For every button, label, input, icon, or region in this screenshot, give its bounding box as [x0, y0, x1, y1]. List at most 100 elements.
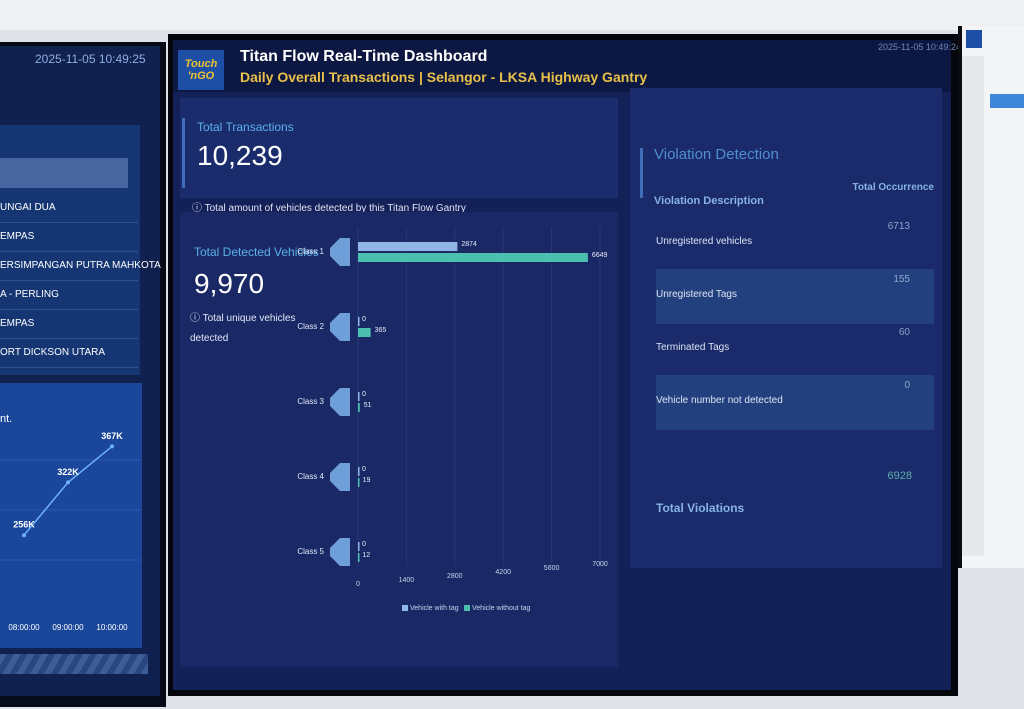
- point: [22, 533, 26, 538]
- bar: [358, 542, 360, 551]
- sidebar: [962, 56, 984, 556]
- x-tick-label: 4200: [495, 569, 511, 576]
- bar: [358, 553, 360, 562]
- category-label: Class 2: [297, 322, 324, 331]
- funnel-icon: [330, 238, 350, 266]
- funnel-icon: [330, 538, 350, 566]
- funnel-icon: [330, 388, 350, 416]
- x-tick-label: 09:00:00: [52, 623, 84, 632]
- data-label: 0: [362, 316, 366, 323]
- separator: [0, 251, 138, 252]
- data-label: 19: [363, 477, 371, 484]
- bar: [358, 403, 360, 412]
- location-item: UNGAI DUA: [0, 202, 56, 213]
- location-panel: UNGAI DUA EMPAS ERSIMPANGAN PUTRA MAHKOTA A…: [0, 125, 161, 375]
- separator: [0, 367, 138, 368]
- row-label: Unregistered vehicles: [656, 236, 753, 247]
- row-value: 6713: [887, 221, 910, 232]
- row-value: 155: [893, 274, 910, 285]
- category-label: Class 4: [297, 472, 324, 481]
- x-tick-label: 2800: [447, 573, 463, 580]
- data-label: 322K: [57, 467, 79, 477]
- violation-title: Violation Detection: [654, 146, 779, 163]
- row-label: Unregistered Tags: [656, 289, 737, 300]
- header-bar: [173, 40, 951, 92]
- separator: [0, 280, 138, 281]
- x-tick-label: 10:00:00: [96, 623, 128, 632]
- line-panel: nt.: [0, 383, 142, 648]
- legend-swatch: [402, 605, 408, 611]
- note-text: Total amount of vehicles detected by thi…: [204, 203, 466, 214]
- total-label: Total Violations: [656, 501, 745, 515]
- card-label: Total Transactions: [197, 120, 294, 134]
- legend-swatch: [464, 605, 470, 611]
- accent: [640, 148, 643, 198]
- data-label: 12: [362, 552, 370, 559]
- data-label: 365: [375, 327, 387, 334]
- data-label: 51: [364, 402, 372, 409]
- point: [110, 444, 114, 449]
- bar: [358, 242, 458, 251]
- x-tick-label: 1400: [399, 577, 415, 584]
- category-label: Class 5: [297, 547, 324, 556]
- location-item: A - PERLING: [0, 289, 59, 300]
- title: Titan Flow Real-Time Dashboard: [240, 48, 488, 65]
- legend-label: Vehicle with tag: [410, 605, 459, 612]
- bar: [358, 392, 360, 401]
- data-label: 6649: [592, 252, 608, 259]
- row-value: 60: [898, 327, 910, 338]
- x-tick-label: 0: [356, 581, 360, 588]
- timestamp: 2025-11-05 10:49:25: [35, 52, 146, 66]
- x-tick-label: 08:00:00: [8, 623, 40, 632]
- row-label: Vehicle number not detected: [656, 395, 783, 406]
- vehicles-card: Total Detected Vehicles 9,970 ⓘ Total un…: [180, 212, 618, 667]
- category-label: Class 1: [297, 247, 324, 256]
- row-label: Terminated Tags: [656, 342, 730, 353]
- separator: [0, 222, 138, 223]
- card-value: 10,239: [197, 140, 283, 171]
- right-monitor: [958, 26, 1024, 568]
- category-label: Class 3: [297, 397, 324, 406]
- funnel-icon: [330, 463, 350, 491]
- location-item: ERSIMPANGAN PUTRA MAHKOTA: [0, 260, 161, 271]
- bar: [358, 467, 360, 476]
- bar-chart: 0 1400 2800 4200 5600 7000 Class 1 2874 6649 Clas…: [297, 227, 608, 612]
- left-monitor: 2025-11-05 10:49:25 UNGAI DUA EMPAS ERSIMP…: [0, 42, 166, 707]
- location-item: ORT DICKSON UTARA: [0, 347, 106, 358]
- data-label: 2874: [461, 241, 477, 248]
- funnel-icon: [330, 313, 350, 341]
- chart-heading: nt.: [0, 413, 13, 425]
- x-tick-label: 7000: [592, 561, 608, 568]
- legend-label: Vehicle without tag: [472, 605, 530, 612]
- column-header: Violation Description: [654, 195, 764, 207]
- violation-card: Violation Detection Violation Descriptio…: [630, 88, 942, 568]
- card-label: Total Detected Vehicles: [194, 245, 319, 259]
- data-label: 0: [362, 391, 366, 398]
- card-value: 9,970: [194, 268, 265, 299]
- column-header: Total Occurrence: [852, 182, 934, 193]
- bar: [358, 328, 371, 337]
- bar: [358, 478, 360, 487]
- separator: [0, 309, 138, 310]
- separator: [0, 338, 138, 339]
- subtitle: Daily Overall Transactions | Selangor - …: [240, 69, 648, 85]
- line-chart: 256K 08:00:00 322K 09:00:00 367K 10:00:00: [0, 431, 140, 632]
- data-label: 0: [362, 466, 366, 473]
- card-note: ⓘ Total amount of vehicles detected by t…: [192, 203, 466, 214]
- bar: [358, 317, 360, 326]
- point: [66, 480, 70, 485]
- row-band: [656, 375, 934, 430]
- logo: [966, 30, 982, 48]
- transactions-card: Total Transactions 10,239: [180, 98, 618, 198]
- timestamp: 2025-11-05 10:49:24: [878, 42, 961, 52]
- button: [990, 94, 1024, 108]
- data-label: 256K: [13, 520, 35, 530]
- row-band: [656, 269, 934, 324]
- wall: [0, 0, 1024, 30]
- card-note: ⓘ Total unique vehicles detected: [190, 313, 296, 344]
- x-tick-label: 5600: [544, 565, 560, 572]
- list-header: [0, 158, 128, 188]
- total-value: 6928: [887, 470, 912, 482]
- accent: [182, 118, 185, 188]
